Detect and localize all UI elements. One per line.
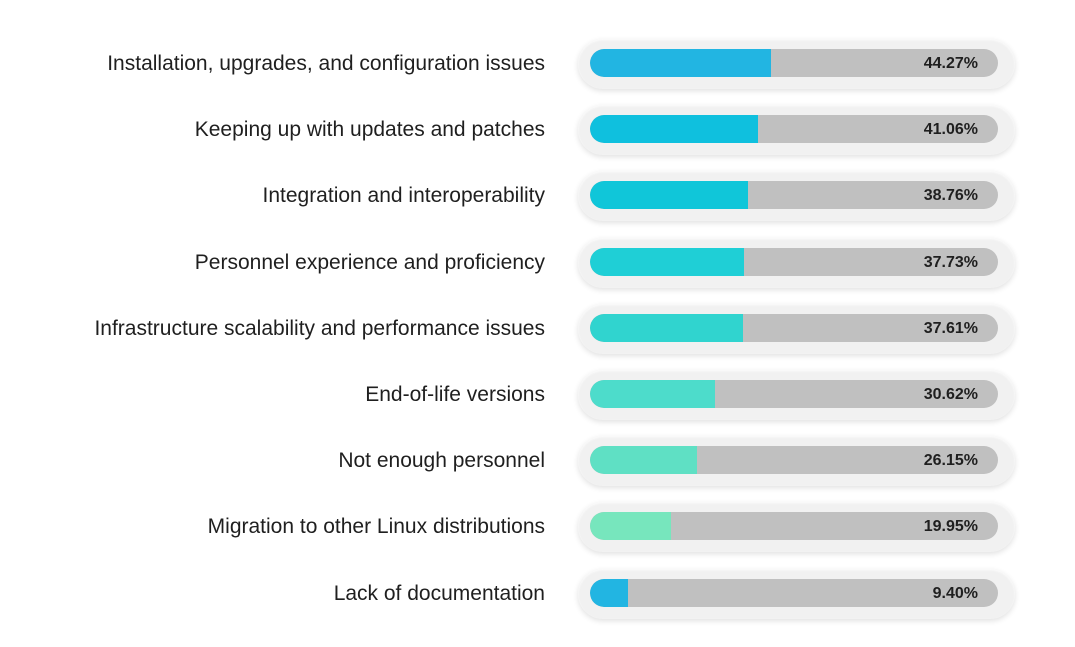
bar-fill	[590, 181, 748, 210]
bar-track	[590, 380, 998, 408]
bar-fill	[590, 446, 697, 475]
bar-track	[590, 313, 998, 342]
value-label: 37.73%	[923, 253, 978, 271]
bar-track	[590, 181, 998, 210]
bar-row: Installation, upgrades, and configuratio…	[0, 36, 1075, 92]
category-label: Migration to other Linux distributions	[207, 515, 545, 539]
category-label: Infrastructure scalability and performan…	[94, 316, 545, 340]
value-label: 19.95%	[923, 518, 978, 536]
bar-track	[590, 578, 998, 607]
bar-row: End-of-life versions 30.62%	[0, 367, 1075, 423]
bar-row: Lack of documentation 9.40%	[0, 566, 1075, 622]
category-label: Installation, upgrades, and configuratio…	[107, 52, 545, 75]
bar-fill	[590, 313, 743, 342]
category-label: End-of-life versions	[365, 383, 545, 406]
bar-row: Infrastructure scalability and performan…	[0, 301, 1075, 357]
bar-row: Integration and interoperability 38.76%	[0, 168, 1075, 224]
value-label: 30.62%	[923, 386, 978, 403]
bar-track	[590, 446, 998, 475]
bar-track	[590, 115, 998, 144]
bar-fill	[590, 512, 671, 541]
bar-track	[590, 49, 998, 77]
value-label: 37.61%	[923, 319, 978, 337]
bar-row: Personnel experience and proficiency 37.7…	[0, 235, 1075, 291]
bar-fill	[590, 115, 758, 144]
bar-row: Keeping up with updates and patches 41.06…	[0, 102, 1075, 158]
bar-track	[590, 512, 998, 541]
category-label: Integration and interoperability	[262, 184, 545, 208]
category-label: Keeping up with updates and patches	[194, 118, 545, 142]
bar-row: Migration to other Linux distributions 19…	[0, 499, 1075, 555]
value-label: 44.27%	[923, 55, 978, 72]
value-label: 9.40%	[932, 584, 978, 602]
value-label: 38.76%	[923, 187, 978, 205]
bar-fill	[590, 49, 771, 77]
value-label: 26.15%	[923, 452, 978, 470]
value-label: 41.06%	[923, 121, 978, 139]
bar-row: Not enough personnel 26.15%	[0, 433, 1075, 489]
bar-track	[590, 247, 998, 276]
category-label: Personnel experience and proficiency	[194, 250, 545, 274]
category-label: Lack of documentation	[333, 581, 545, 605]
bar-fill	[590, 247, 744, 276]
bar-fill	[590, 380, 715, 408]
bar-fill	[590, 578, 628, 607]
category-label: Not enough personnel	[338, 449, 545, 473]
